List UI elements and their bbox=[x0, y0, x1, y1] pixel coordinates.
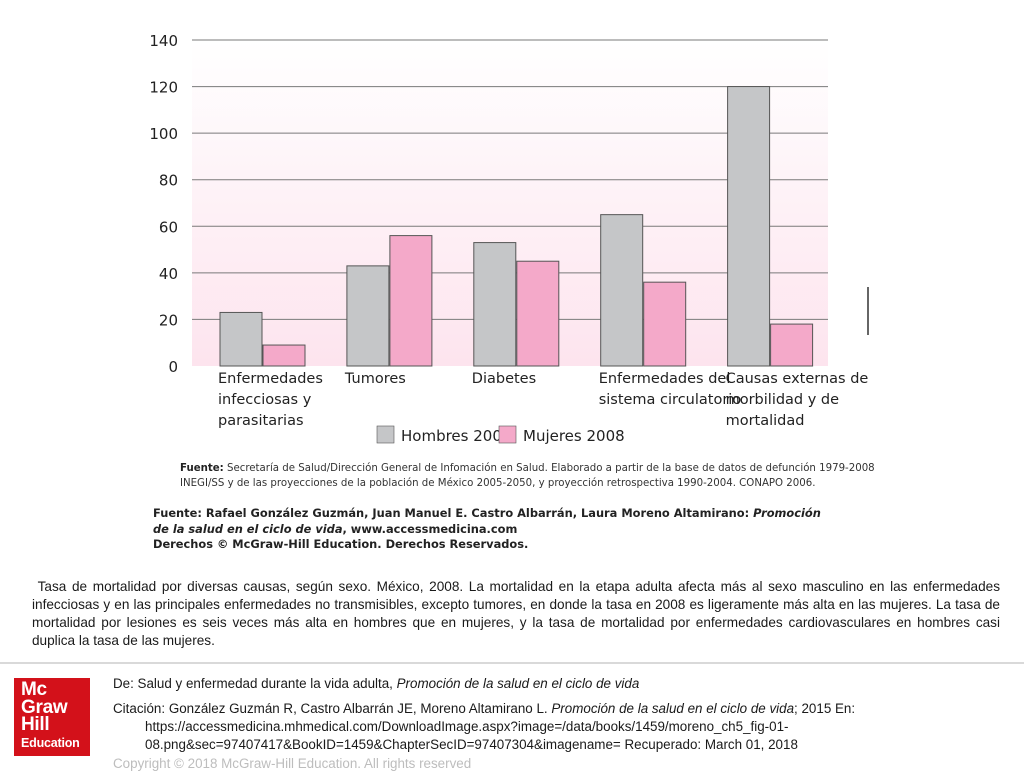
x-category-label: mortalidad bbox=[726, 413, 805, 429]
bar-mujeres bbox=[389, 235, 433, 367]
credit-rights: Derechos © McGraw-Hill Education. Derech… bbox=[153, 537, 529, 551]
cite-rest: ; 2015 En: https://accessmedicina.mhmedi… bbox=[145, 701, 856, 752]
source-text: Secretaría de Salud/Dirección General de… bbox=[180, 463, 875, 489]
credit-book: Promoción de la salud en el ciclo de vid… bbox=[153, 506, 821, 536]
figure-source-note: Fuente: Secretaría de Salud/Dirección Ge… bbox=[180, 461, 880, 491]
mcgraw-hill-logo: Mc Graw Hill Education bbox=[14, 678, 90, 756]
y-tick-label: 40 bbox=[159, 265, 178, 283]
bar-hombres bbox=[219, 311, 263, 367]
x-category-label: Causas externas de bbox=[726, 371, 869, 387]
x-category-label: Enfermedades del bbox=[599, 371, 731, 387]
footer-divider bbox=[0, 662, 1024, 664]
bar-mujeres bbox=[770, 323, 814, 367]
logo-line-4: Education bbox=[21, 735, 80, 750]
x-axis-labels: Enfermedades infecciosas y parasitarias Tum… bbox=[218, 371, 868, 429]
logo-line-1: Mc bbox=[21, 679, 47, 700]
credit-site: , www.accessmedicina.com bbox=[342, 521, 518, 536]
logo-line-3: Hill bbox=[21, 714, 50, 735]
bar-hombres bbox=[600, 214, 644, 367]
logo-line-2: Graw bbox=[21, 696, 68, 718]
cite-book: Promoción de la salud en el ciclo de vid… bbox=[551, 701, 795, 716]
legend: Hombres 2008 Mujeres 2008 bbox=[376, 425, 625, 445]
legend-swatch bbox=[376, 425, 395, 444]
from-line: De: Salud y enfermedad durante la vida a… bbox=[113, 675, 1003, 693]
copyright-text: Copyright © 2018 McGraw-Hill Education. … bbox=[113, 756, 472, 771]
x-category-label: sistema circulatorio bbox=[599, 392, 742, 408]
reference-block: De: Salud y enfermedad durante la vida a… bbox=[113, 675, 1003, 773]
x-category-label: Tumores bbox=[344, 371, 406, 387]
source-label: Fuente: bbox=[180, 463, 224, 474]
x-category-label: Enfermedades bbox=[218, 371, 323, 387]
citation: Citación: González Guzmán R, Castro Alba… bbox=[113, 700, 1003, 754]
legend-swatch bbox=[498, 425, 517, 444]
x-category-label: parasitarias bbox=[218, 413, 304, 429]
x-category-label: morbilidad y de bbox=[726, 392, 840, 408]
credit-prefix: Fuente: Rafael González Guzmán, Juan Man… bbox=[153, 506, 754, 520]
bar-hombres bbox=[346, 265, 390, 367]
legend-label: Mujeres 2008 bbox=[523, 427, 625, 445]
bar-mujeres bbox=[516, 260, 560, 367]
legend-label: Hombres 2008 bbox=[401, 427, 511, 445]
y-tick-label: 140 bbox=[149, 32, 178, 50]
y-tick-label: 100 bbox=[149, 125, 178, 143]
y-tick-label: 60 bbox=[159, 218, 178, 236]
bar-mujeres bbox=[643, 281, 687, 367]
bar-hombres bbox=[473, 242, 517, 367]
edge-mark bbox=[867, 287, 869, 335]
y-axis-ticks: 0 20 40 60 80 100 120 140 bbox=[149, 32, 178, 376]
bars bbox=[219, 86, 814, 367]
cite-prefix: Citación: González Guzmán R, Castro Alba… bbox=[113, 701, 552, 716]
from-prefix: De: Salud y enfermedad durante la vida a… bbox=[113, 676, 397, 691]
y-tick-label: 120 bbox=[149, 79, 178, 97]
figure-caption: Tasa de mortalidad por diversas causas, … bbox=[32, 578, 1000, 650]
x-category-label: Diabetes bbox=[472, 371, 536, 387]
caption-text: Tasa de mortalidad por diversas causas, … bbox=[32, 579, 1000, 648]
y-tick-label: 80 bbox=[159, 172, 178, 190]
figure-credit: Fuente: Rafael González Guzmán, Juan Man… bbox=[153, 506, 833, 553]
bar-chart: 0 20 40 60 80 100 120 140 Enfermedades infeccios… bbox=[149, 32, 869, 445]
bar-mujeres bbox=[262, 344, 306, 367]
y-tick-label: 20 bbox=[159, 311, 178, 329]
bar-hombres bbox=[727, 86, 771, 367]
from-book: Promoción de la salud en el ciclo de vid… bbox=[396, 676, 640, 691]
y-tick-label: 0 bbox=[168, 358, 178, 376]
x-category-label: infecciosas y bbox=[218, 392, 312, 408]
